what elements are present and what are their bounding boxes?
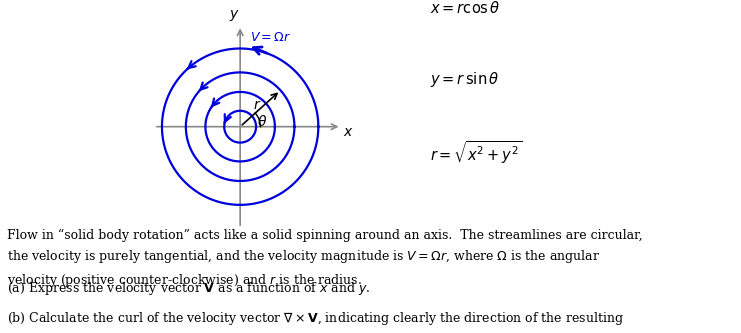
Text: $V = \Omega r$: $V = \Omega r$ — [250, 31, 291, 44]
Text: (b) Calculate the curl of the velocity vector $\nabla \times \mathbf{V}$, indica: (b) Calculate the curl of the velocity v… — [7, 310, 625, 333]
Text: $y$: $y$ — [229, 8, 240, 23]
Text: $\theta$: $\theta$ — [257, 114, 267, 129]
Text: $r$: $r$ — [253, 98, 261, 112]
Text: $x = r\cos\theta$: $x = r\cos\theta$ — [430, 0, 500, 16]
Text: $x$: $x$ — [343, 126, 353, 140]
Text: Flow in “solid body rotation” acts like a solid spinning around an axis.  The st: Flow in “solid body rotation” acts like … — [7, 228, 643, 289]
Text: $y = r\,\sin\theta$: $y = r\,\sin\theta$ — [430, 70, 499, 89]
Text: $r = \sqrt{x^2 + y^2}$: $r = \sqrt{x^2 + y^2}$ — [430, 139, 522, 166]
Text: (a) Express the velocity vector $\mathbf{V}$ as a function of $x$ and $y$.: (a) Express the velocity vector $\mathbf… — [7, 280, 370, 297]
